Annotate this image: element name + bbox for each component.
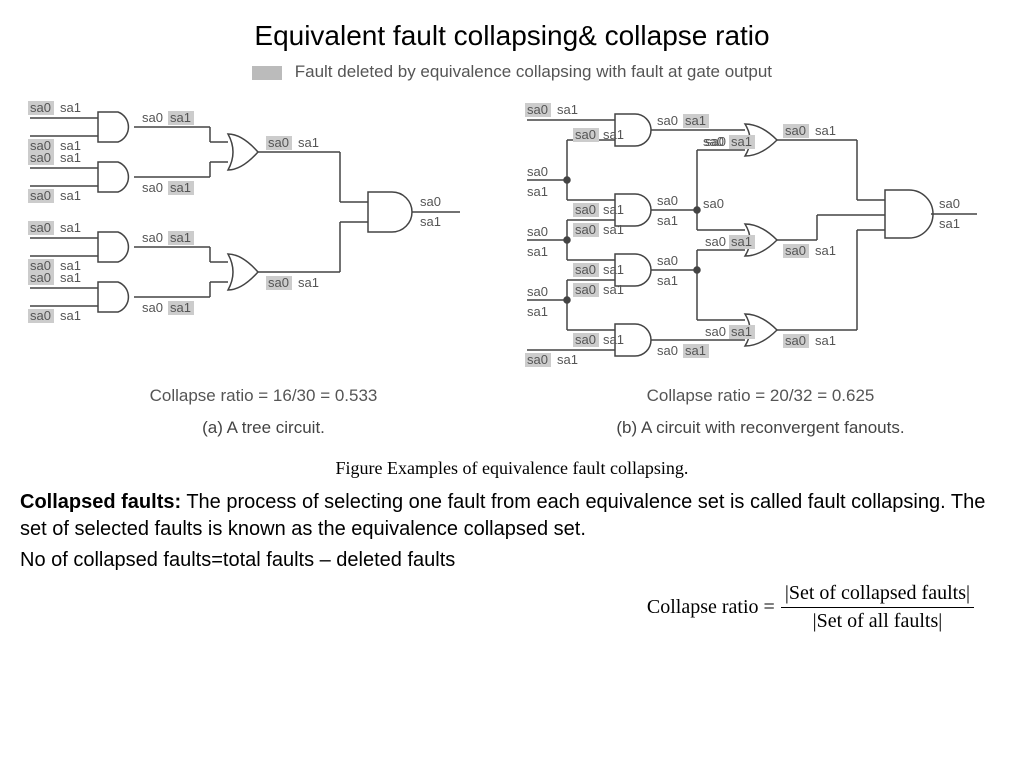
svg-text:sa1: sa1 <box>60 270 81 285</box>
legend-text: Fault deleted by equivalence collapsing … <box>295 62 772 81</box>
para1-bold: Collapsed faults: <box>20 491 181 513</box>
formula-lhs: Collapse ratio = <box>647 596 775 619</box>
svg-text:sa0: sa0 <box>575 222 596 237</box>
svg-text:sa0: sa0 <box>575 262 596 277</box>
circuit-b: sa0 sa1 sa0 sa1 sa0 sa1 sa0 sa1 sa0 sa1 sa… <box>517 90 1004 438</box>
svg-text:sa0: sa0 <box>527 102 548 117</box>
circuit-a-diagram: sa0 sa1 sa0 sa1 sa0 sa1 sa0 sa1 sa0 sa1 sa0 sa… <box>20 90 480 380</box>
svg-text:sa1: sa1 <box>527 184 548 199</box>
svg-text:sa0: sa0 <box>785 243 806 258</box>
svg-text:sa0: sa0 <box>575 282 596 297</box>
svg-text:sa1: sa1 <box>815 243 836 258</box>
svg-text:sa0: sa0 <box>142 230 163 245</box>
formula-denominator: |Set of all faults| <box>809 608 947 633</box>
para-collapsed-faults: Collapsed faults: The process of selecti… <box>20 489 1004 543</box>
svg-text:sa1: sa1 <box>657 213 678 228</box>
svg-text:sa1: sa1 <box>60 188 81 203</box>
svg-text:sa0: sa0 <box>705 324 726 339</box>
svg-text:sa0: sa0 <box>142 300 163 315</box>
svg-text:sa0: sa0 <box>657 193 678 208</box>
svg-text:sa0: sa0 <box>142 180 163 195</box>
legend-swatch <box>252 66 282 80</box>
circuit-b-diagram: sa0 sa1 sa0 sa1 sa0 sa1 sa0 sa1 sa0 sa1 sa… <box>517 90 997 380</box>
formula-numerator: |Set of collapsed faults| <box>781 582 974 608</box>
para-formula-words: No of collapsed faults=total faults – de… <box>20 547 1004 574</box>
svg-text:sa0: sa0 <box>785 333 806 348</box>
svg-text:sa1: sa1 <box>657 273 678 288</box>
svg-text:sa0: sa0 <box>575 332 596 347</box>
svg-text:sa0: sa0 <box>657 253 678 268</box>
svg-text:sa0: sa0 <box>705 234 726 249</box>
svg-text:sa0: sa0 <box>575 202 596 217</box>
svg-text:sa0: sa0 <box>30 308 51 323</box>
svg-text:sa1: sa1 <box>603 262 624 277</box>
svg-text:sa0: sa0 <box>705 134 726 149</box>
svg-text:sa1: sa1 <box>170 180 191 195</box>
svg-text:sa0: sa0 <box>30 270 51 285</box>
svg-text:sa0: sa0 <box>785 123 806 138</box>
circuits-row: sa0sa1 sa0sa1 sa0sa1 sa0sa1 sa0sa1 sa0sa… <box>20 90 1004 438</box>
circuit-a-ratio: Collapse ratio = 16/30 = 0.533 <box>20 386 507 406</box>
svg-text:sa1: sa1 <box>603 202 624 217</box>
circuit-b-ratio: Collapse ratio = 20/32 = 0.625 <box>517 386 1004 406</box>
svg-text:sa1: sa1 <box>731 134 752 149</box>
svg-text:sa1: sa1 <box>527 304 548 319</box>
svg-text:sa0: sa0 <box>527 224 548 239</box>
svg-text:sa0: sa0 <box>30 100 51 115</box>
svg-text:sa1: sa1 <box>60 150 81 165</box>
svg-text:sa0: sa0 <box>657 113 678 128</box>
svg-text:sa1: sa1 <box>60 308 81 323</box>
svg-text:sa1: sa1 <box>815 123 836 138</box>
circuit-a: sa0 sa1 sa0 sa1 sa0 sa1 sa0 sa1 sa0 sa1 sa0 sa… <box>20 90 507 438</box>
svg-text:sa1: sa1 <box>170 230 191 245</box>
svg-text:sa0: sa0 <box>142 110 163 125</box>
svg-text:sa1: sa1 <box>685 113 706 128</box>
svg-text:sa1: sa1 <box>815 333 836 348</box>
page-title: Equivalent fault collapsing& collapse ra… <box>20 20 1004 52</box>
svg-text:sa0: sa0 <box>30 220 51 235</box>
svg-text:sa0: sa0 <box>30 150 51 165</box>
svg-text:sa1: sa1 <box>170 300 191 315</box>
svg-text:sa1: sa1 <box>557 352 578 367</box>
svg-text:sa1: sa1 <box>603 332 624 347</box>
circuit-a-caption: (a) A tree circuit. <box>20 418 507 438</box>
svg-text:sa0: sa0 <box>420 194 441 209</box>
svg-text:sa0: sa0 <box>527 284 548 299</box>
svg-text:sa1: sa1 <box>603 127 624 142</box>
svg-text:sa0: sa0 <box>575 127 596 142</box>
svg-text:sa1: sa1 <box>731 324 752 339</box>
svg-text:sa1: sa1 <box>603 222 624 237</box>
figure-caption: Figure Examples of equivalence fault col… <box>20 458 1004 479</box>
svg-text:sa0: sa0 <box>30 188 51 203</box>
svg-text:sa1: sa1 <box>939 216 960 231</box>
svg-text:sa0: sa0 <box>268 135 289 150</box>
svg-text:sa0: sa0 <box>527 352 548 367</box>
legend: Fault deleted by equivalence collapsing … <box>20 62 1004 82</box>
svg-text:sa0: sa0 <box>657 343 678 358</box>
svg-text:sa1: sa1 <box>685 343 706 358</box>
circuit-b-caption: (b) A circuit with reconvergent fanouts. <box>517 418 1004 438</box>
svg-text:sa0: sa0 <box>268 275 289 290</box>
svg-text:sa1: sa1 <box>420 214 441 229</box>
svg-text:sa0: sa0 <box>703 196 724 211</box>
svg-text:sa1: sa1 <box>298 135 319 150</box>
svg-text:sa1: sa1 <box>603 282 624 297</box>
svg-text:sa1: sa1 <box>60 100 81 115</box>
svg-text:sa1: sa1 <box>60 220 81 235</box>
svg-text:sa0: sa0 <box>527 164 548 179</box>
svg-text:sa1: sa1 <box>170 110 191 125</box>
svg-text:sa1: sa1 <box>557 102 578 117</box>
svg-text:sa1: sa1 <box>731 234 752 249</box>
collapse-ratio-formula: Collapse ratio = |Set of collapsed fault… <box>20 582 1004 633</box>
svg-text:sa1: sa1 <box>527 244 548 259</box>
svg-text:sa0: sa0 <box>939 196 960 211</box>
svg-text:sa1: sa1 <box>298 275 319 290</box>
